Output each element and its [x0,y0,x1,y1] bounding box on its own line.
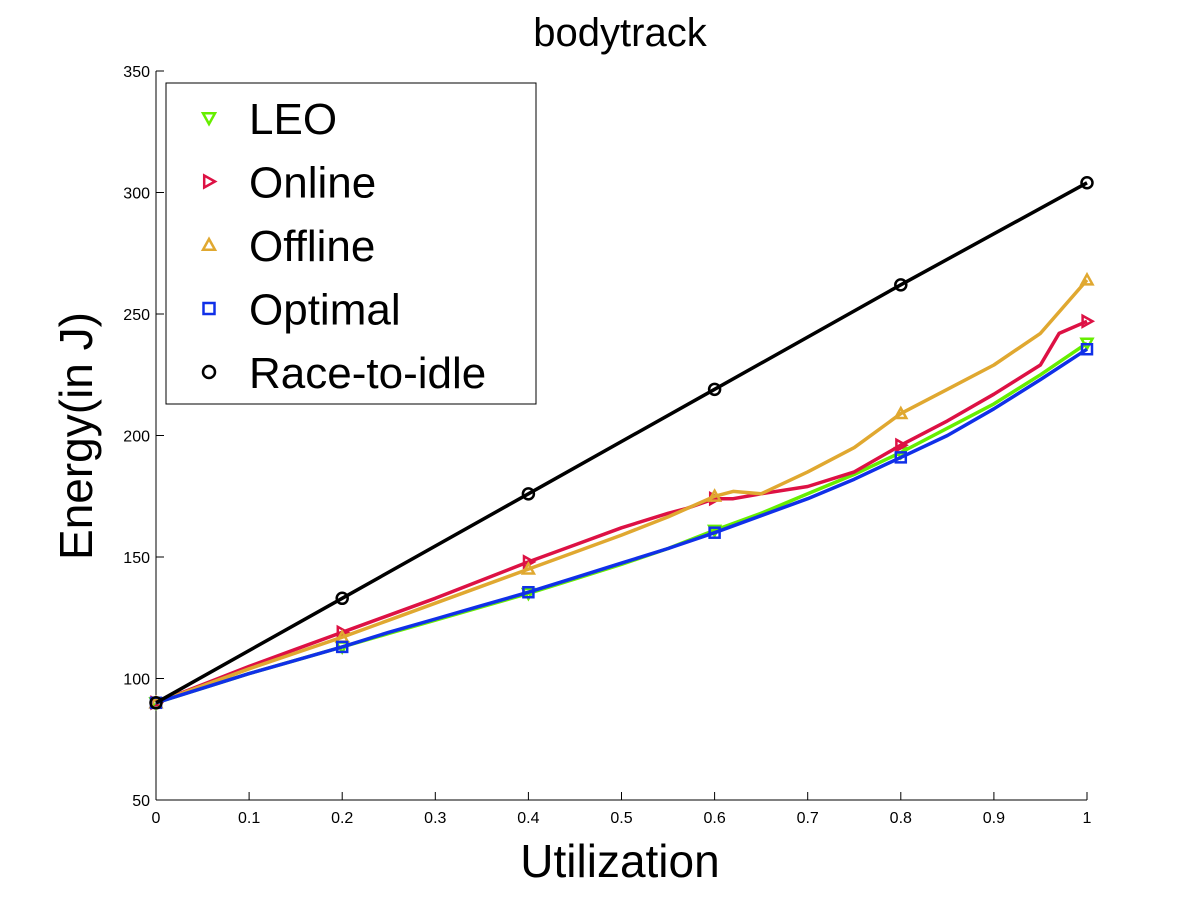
series-line-online [155,319,1088,705]
legend-marker-race-to-idle [201,364,217,380]
data-point-race-to-idle [894,278,908,292]
legend-marker-optimal [202,301,216,316]
legend-marker-online [202,173,218,190]
x-tick-label: 0.1 [238,810,260,827]
data-point-optimal [522,585,535,599]
legend-marker-leo [200,111,218,127]
x-tick-label: 0.3 [424,810,446,827]
legend: LEO Online Offline Optimal Race-to-idle [165,82,537,405]
data-point-offline [706,488,723,502]
y-axis-title: Energy(in J) [50,312,102,560]
legend-label-leo: LEO [249,95,337,144]
legend-label-race-to-idle: Race-to-idle [249,349,486,398]
x-tick-label: 0.2 [331,810,353,827]
y-tick-label: 250 [123,307,150,324]
data-point-race-to-idle [521,487,536,501]
series-line-optimal [155,347,1088,705]
y-tick-label: 350 [123,64,150,81]
x-tick-label: 0.6 [703,810,725,827]
plot-area: 0 0.1 0.2 0.3 0.4 0.5 0.6 0.7 0.8 0.9 150100150200… [123,64,1096,827]
legend-label-online: Online [249,159,376,208]
legend-label-optimal: Optimal [249,286,401,335]
data-point-race-to-idle [149,696,163,710]
x-tick-label: 0 [152,810,161,827]
x-tick-label: 0.5 [610,810,632,827]
data-point-online [1081,313,1096,329]
legend-box [165,82,537,405]
x-axis-title: Utilization [520,835,719,887]
y-tick-label: 100 [123,672,150,689]
x-tick-label: 0.7 [797,810,819,827]
x-tick-label: 0.4 [517,810,539,827]
data-point-optimal [894,451,908,464]
x-tick-label: 1 [1083,810,1092,827]
data-point-optimal [1080,342,1094,356]
y-tick-label: 150 [123,550,150,567]
data-point-race-to-idle [1080,176,1094,190]
data-point-race-to-idle [707,382,722,397]
data-point-offline [1079,271,1095,286]
series-line-race-to-idle [155,181,1088,705]
chart-title: bodytrack [533,11,707,55]
x-tick-label: 0.9 [983,810,1005,827]
legend-label-offline: Offline [249,222,375,271]
data-point-optimal [708,526,721,539]
data-point-offline [520,561,537,575]
y-tick-label: 200 [123,429,150,446]
y-tick-label: 300 [123,186,150,203]
x-tick-label: 0.8 [890,810,912,827]
legend-marker-offline [200,236,218,252]
data-point-online [895,437,909,453]
y-tick-label: 50 [132,793,150,810]
series-line-offline [155,278,1089,705]
data-point-offline [893,405,909,420]
data-point-optimal [335,640,349,654]
data-point-race-to-idle [335,591,349,606]
